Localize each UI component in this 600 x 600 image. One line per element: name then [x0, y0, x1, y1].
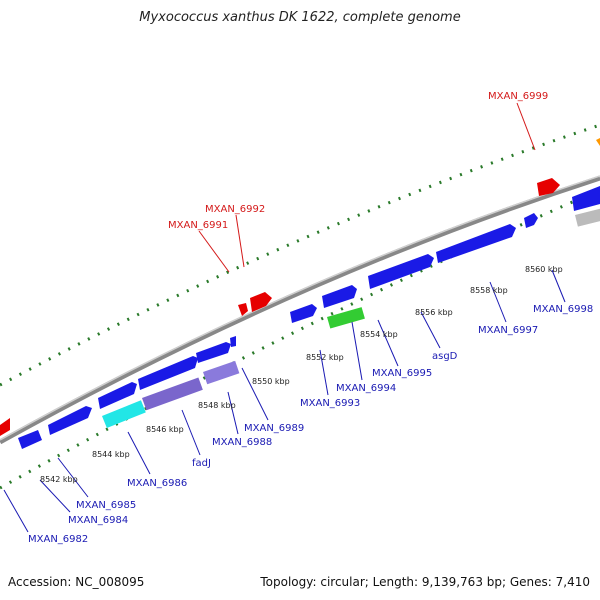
gene-mxan-6992-shape[interactable] [250, 292, 272, 312]
label-mxan-6982: MXAN_6982 [28, 534, 88, 545]
gene-orange-edge[interactable] [596, 138, 600, 146]
label-mxan-6997: MXAN_6997 [478, 325, 538, 336]
gene-mxan-6998-shape[interactable] [572, 186, 600, 211]
gene-mxan-6988-shape[interactable] [196, 342, 231, 363]
genome-backbone [0, 175, 600, 445]
label-mxan-6993: MXAN_6993 [300, 398, 360, 409]
label-mxan-6988: MXAN_6988 [212, 437, 272, 448]
tick-label: 8558 kbp [470, 286, 508, 295]
cds-purple-block-2[interactable] [203, 360, 240, 385]
tick-label: 8548 kbp [198, 401, 236, 410]
leader-lines [3, 102, 566, 533]
gene-rev-1[interactable] [18, 430, 42, 449]
label-mxan-6992: MXAN_6992 [205, 204, 265, 215]
tick-label: 8552 kbp [306, 353, 344, 362]
tick-label: 8550 kbp [252, 377, 290, 386]
gene-small-blue-2[interactable] [524, 213, 538, 228]
label-fadj: fadJ [192, 458, 211, 469]
gene-mxan-6985-shape[interactable] [98, 382, 137, 409]
label-mxan-6985: MXAN_6985 [76, 500, 136, 511]
label-mxan-6991: MXAN_6991 [168, 220, 228, 231]
tick-label: 8560 kbp [525, 265, 563, 274]
gene-asgd-shape[interactable] [436, 224, 516, 263]
reverse-strand-genes [18, 138, 600, 449]
label-mxan-6994: MXAN_6994 [336, 383, 396, 394]
gene-mxan-6984-shape[interactable] [48, 406, 92, 435]
forward-strand-genes [0, 178, 600, 436]
gene-mxan-6991-shape[interactable] [238, 303, 248, 316]
gene-mxan-6994-shape[interactable] [322, 285, 357, 308]
label-asgd: asgD [432, 351, 458, 362]
label-mxan-6998: MXAN_6998 [533, 304, 593, 315]
gene-mxan-6995-shape[interactable] [368, 254, 434, 289]
label-mxan-6989: MXAN_6989 [244, 423, 304, 434]
cds-gray-block[interactable] [575, 207, 600, 227]
label-mxan-6986: MXAN_6986 [127, 478, 187, 489]
rrna-green-block[interactable] [327, 307, 365, 329]
tick-label: 8542 kbp [40, 475, 78, 484]
topology-text: Topology: circular; Length: 9,139,763 bp… [260, 575, 590, 589]
tick-label: 8546 kbp [146, 425, 184, 434]
map-title: Myxococcus xanthus DK 1622, complete gen… [139, 10, 461, 25]
outer-dotted-track [0, 123, 600, 387]
gene-small-blue-1[interactable] [230, 336, 236, 347]
label-mxan-6999: MXAN_6999 [488, 91, 548, 102]
tick-label: 8544 kbp [92, 450, 130, 459]
accession-text: Accession: NC_008095 [8, 575, 145, 589]
label-mxan-6984: MXAN_6984 [68, 515, 128, 526]
cds-purple-block-1[interactable] [142, 377, 203, 411]
gene-mxan-6993-shape[interactable] [290, 304, 317, 323]
tick-label: 8556 kbp [415, 308, 453, 317]
cds-cyan-block[interactable] [102, 400, 146, 429]
label-mxan-6995: MXAN_6995 [372, 368, 432, 379]
gene-mxan-6986-shape[interactable] [138, 356, 198, 390]
gene-mxan-6982-shape[interactable] [0, 418, 10, 436]
gene-mxan-6999-shape[interactable] [537, 178, 560, 196]
tick-label: 8554 kbp [360, 330, 398, 339]
